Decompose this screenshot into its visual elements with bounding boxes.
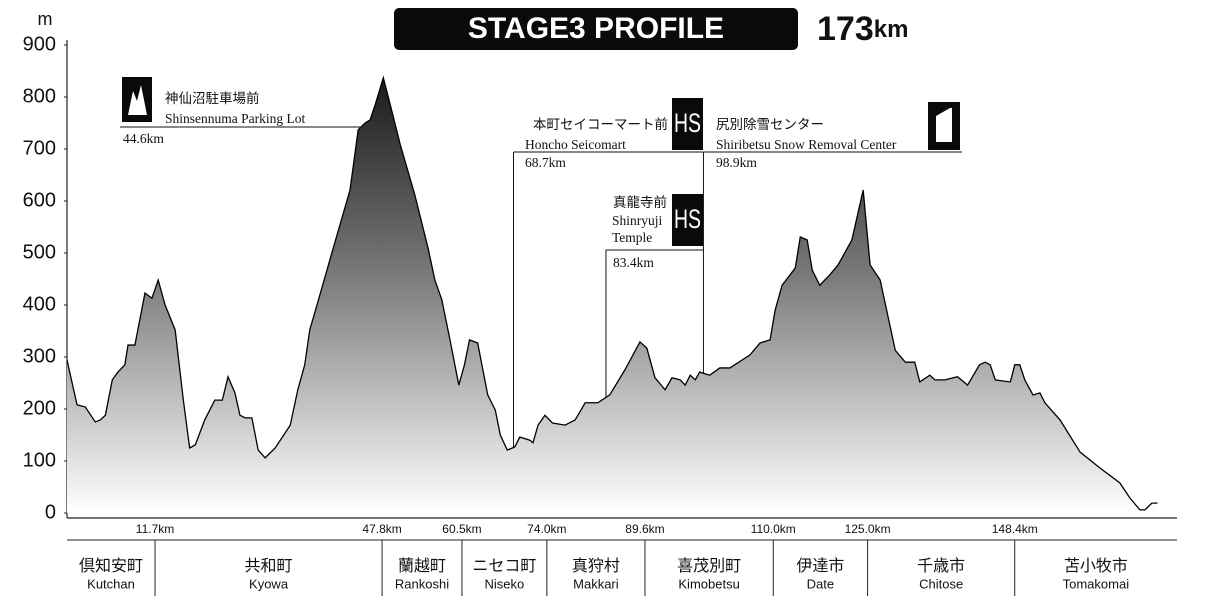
region-name-ja: 共和町 — [245, 557, 293, 575]
annotation-name-en: Shinryuji Temple — [612, 213, 663, 245]
y-tick-label: 0 — [45, 501, 56, 523]
annotation-name-ja: 尻別除雪センター — [716, 117, 824, 132]
x-tick-label: 74.0km — [527, 522, 566, 536]
annotation-name-ja: 本町セイコーマート前 — [533, 116, 668, 132]
x-tick-label: 110.0km — [751, 522, 796, 536]
y-tick-label: 800 — [23, 85, 56, 107]
x-tick-label: 11.7km — [136, 522, 174, 536]
region-name-ja: 蘭越町 — [398, 557, 446, 575]
x-tick-label: 125.0km — [845, 522, 891, 536]
annotation-distance: 83.4km — [613, 255, 654, 270]
title-box — [394, 8, 798, 50]
icon-box — [672, 194, 703, 246]
region-name-ja: 倶知安町 — [79, 557, 143, 575]
annotation-distance: 68.7km — [525, 155, 566, 170]
y-tick-label: 200 — [23, 397, 56, 419]
annotation-distance: 98.9km — [716, 155, 757, 170]
y-tick-label: 100 — [23, 449, 56, 471]
icon-box — [672, 98, 703, 150]
total-distance: 173km — [817, 10, 908, 48]
y-tick-label: 700 — [23, 137, 56, 159]
annotation-name-ja: 神仙沼駐車場前 — [165, 90, 260, 106]
annotation-name-en: Shiribetsu Snow Removal Center — [716, 137, 897, 152]
x-tick-label: 148.4km — [992, 522, 1038, 536]
region-name-en: Makkari — [573, 576, 619, 591]
distance-unit: km — [874, 16, 909, 43]
annotation-distance: 44.6km — [123, 131, 164, 146]
hs-badge: HS — [674, 204, 701, 234]
region-name-ja: 千歳市 — [917, 557, 965, 575]
region-name-ja: 真狩村 — [572, 557, 620, 575]
summit-icon — [128, 85, 147, 115]
region-name-en: Kimobetsu — [678, 576, 739, 591]
x-tick-label: 60.5km — [442, 522, 481, 536]
region-name-en: Date — [807, 576, 834, 591]
annotation-name-ja: 真龍寺前 — [613, 194, 667, 210]
annotation-name-en: Honcho Seicomart — [525, 137, 626, 152]
region-name-en: Rankoshi — [395, 576, 449, 591]
y-tick-label: 900 — [23, 33, 56, 55]
annotation-name-wrap: Shinryuji Temple — [612, 213, 663, 245]
distance-value: 173 — [817, 10, 874, 48]
y-tick-label: 600 — [23, 189, 56, 211]
region-name-en: Niseko — [485, 576, 525, 591]
x-tick-label: 47.8km — [362, 522, 401, 536]
region-name-ja: 苫小牧市 — [1064, 557, 1128, 575]
region-name-en: Chitose — [919, 576, 963, 591]
region-name-ja: 伊達市 — [796, 557, 844, 575]
y-axis-label: m — [38, 9, 53, 29]
hs-badge: HS — [674, 108, 701, 138]
x-tick-label: 89.6km — [625, 522, 664, 536]
y-tick-label: 400 — [23, 293, 56, 315]
region-name-en: Tomakomai — [1063, 576, 1130, 591]
region-name-ja: 喜茂別町 — [677, 557, 741, 575]
chart-title: STAGE3 PROFILE — [468, 12, 724, 45]
annotation-name-en: Shinsennuma Parking Lot — [165, 111, 305, 126]
region-name-en: Kyowa — [249, 576, 289, 591]
y-tick-label: 500 — [23, 241, 56, 263]
building-icon — [936, 108, 952, 142]
region-name-ja: ニセコ町 — [472, 558, 536, 575]
profile-line — [66, 75, 1158, 511]
icon-box — [122, 77, 152, 122]
region-name-en: Kutchan — [87, 576, 135, 591]
y-tick-label: 300 — [23, 345, 56, 367]
profile-fill — [67, 77, 1158, 513]
